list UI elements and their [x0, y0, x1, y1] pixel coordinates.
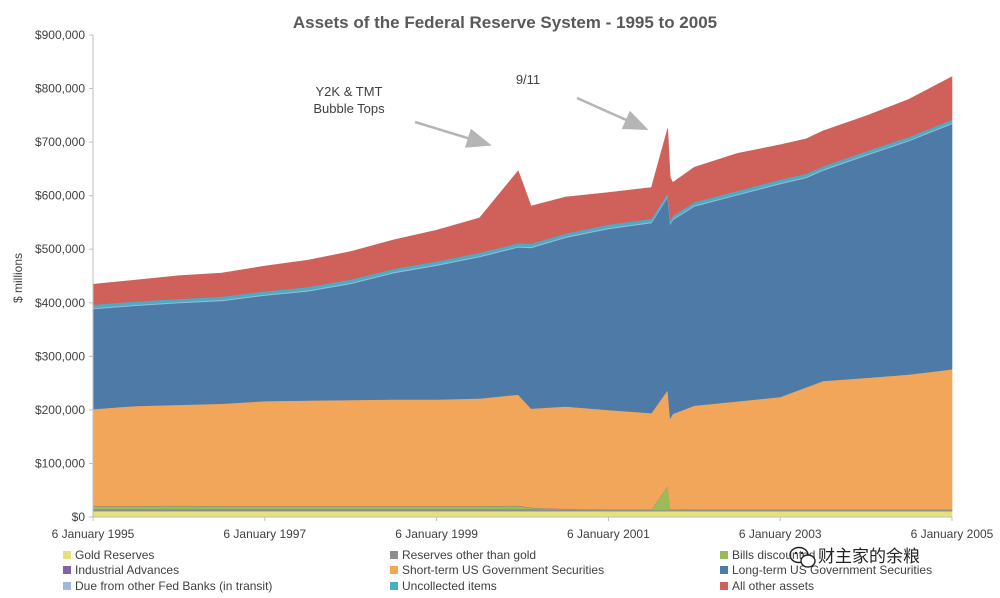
legend-swatch: [390, 551, 398, 559]
y-axis-label: $ millions: [11, 253, 25, 303]
annotation-text: Y2K & TMT: [316, 84, 383, 99]
y-tick-label: $0: [72, 510, 86, 524]
legend-label: All other assets: [732, 579, 814, 593]
annotations: Y2K & TMT Bubble Tops 9/11: [313, 72, 649, 148]
legend-label: Industrial Advances: [75, 563, 179, 577]
area-series-0: [92, 510, 953, 518]
watermark-text: 财主家的余粮: [818, 547, 920, 567]
y-tick-label: $100,000: [35, 456, 85, 470]
wechat-icon: [789, 546, 816, 568]
x-tick-label: 6 January 2003: [739, 527, 822, 541]
x-tick-label: 6 January 2001: [567, 527, 650, 541]
legend-swatch: [63, 551, 71, 559]
annotation-arrow: [576, 96, 649, 131]
annotation-text: Bubble Tops: [313, 101, 385, 116]
legend-swatch: [63, 582, 71, 590]
x-tick-label: 6 January 1995: [52, 527, 135, 541]
legend-label: Reserves other than gold: [402, 548, 536, 562]
y-tick-label: $600,000: [35, 189, 85, 203]
legend-label: Bills discounted: [732, 548, 815, 562]
legend-swatch: [720, 582, 728, 590]
annotation-text: 9/11: [516, 72, 540, 87]
legend-swatch: [390, 566, 398, 574]
legend-label: Gold Reserves: [75, 548, 154, 562]
legend: Gold Reserves Reserves other than gold Bil…: [63, 548, 932, 593]
y-tick-label: $700,000: [35, 135, 85, 149]
chart-title: Assets of the Federal Reserve System - 1…: [293, 13, 717, 32]
x-axis-ticks: 6 January 1995 6 January 1997 6 January 19…: [52, 517, 994, 541]
y-tick-label: $500,000: [35, 242, 85, 256]
legend-label: Long-term US Government Securities: [732, 563, 932, 577]
legend-swatch: [720, 566, 728, 574]
legend-label: Uncollected items: [402, 579, 497, 593]
annotation-arrow: [414, 120, 492, 148]
watermark: 财主家的余粮: [789, 546, 920, 568]
stacked-areas: [92, 76, 953, 518]
x-tick-label: 6 January 2005: [911, 527, 994, 541]
legend-label: Short-term US Government Securities: [402, 563, 604, 577]
legend-label: Due from other Fed Banks (in transit): [75, 579, 272, 593]
y-tick-label: $900,000: [35, 28, 85, 42]
area-series-8: [92, 76, 953, 306]
legend-swatch: [720, 551, 728, 559]
y-tick-label: $400,000: [35, 296, 85, 310]
y-tick-label: $200,000: [35, 403, 85, 417]
x-tick-label: 6 January 1999: [395, 527, 478, 541]
x-tick-label: 6 January 1997: [223, 527, 306, 541]
axes: [92, 35, 952, 518]
y-axis-ticks: $0 $100,000 $200,000 $300,000 $400,000 $500,0…: [35, 28, 93, 524]
y-tick-label: $800,000: [35, 82, 85, 96]
legend-swatch: [63, 566, 71, 574]
legend-swatch: [390, 582, 398, 590]
y-tick-label: $300,000: [35, 349, 85, 363]
